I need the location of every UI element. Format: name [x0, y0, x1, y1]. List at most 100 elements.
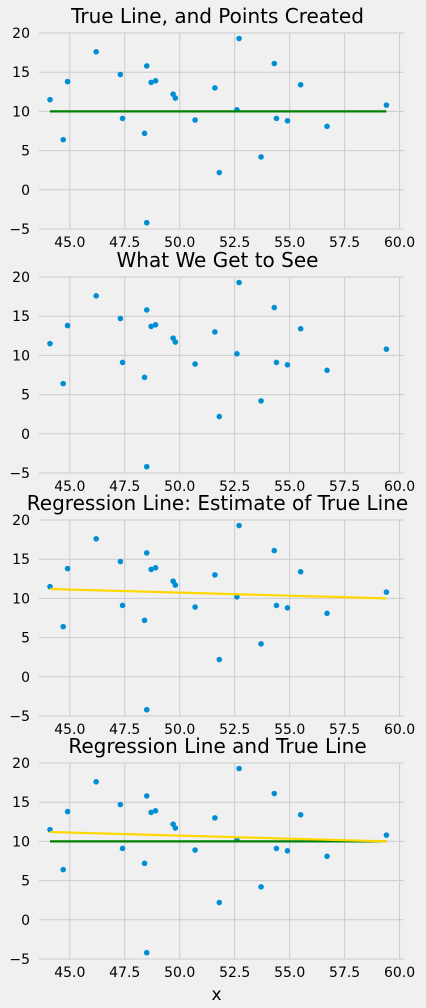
data-point — [47, 97, 53, 103]
y-tick-label: 15 — [12, 65, 30, 81]
data-point — [142, 861, 148, 867]
data-point — [384, 832, 390, 838]
data-point — [153, 322, 159, 328]
y-tick-label: 15 — [12, 552, 30, 568]
data-point — [65, 323, 71, 329]
data-point — [120, 116, 126, 122]
chart-title: Regression Line and True Line — [68, 734, 366, 758]
data-point — [236, 36, 242, 42]
regression-line — [50, 589, 386, 598]
data-point — [144, 220, 150, 226]
x-tick-label: 57.5 — [329, 235, 360, 251]
data-point — [60, 867, 66, 873]
chart-title: What We Get to See — [117, 248, 319, 272]
data-point — [93, 536, 99, 542]
data-point — [271, 548, 277, 554]
data-point — [274, 116, 280, 122]
data-point — [285, 362, 291, 368]
panel-what-we-see: What We Get to See 20 15 10 5 0 −5 45.0 47.5 50.0… — [9, 248, 415, 495]
data-point — [65, 809, 71, 815]
data-point — [271, 305, 277, 311]
data-point — [324, 853, 330, 859]
data-point — [118, 316, 124, 322]
data-point — [271, 61, 277, 67]
data-point — [236, 280, 242, 286]
data-point — [144, 793, 150, 799]
x-axis-label: x — [211, 985, 221, 1005]
panel-regression-and-true: Regression Line and True Line20151050−54… — [9, 734, 415, 1005]
data-point — [142, 618, 148, 624]
data-point — [217, 900, 223, 906]
y-tick-label: −5 — [9, 709, 30, 725]
x-tick-label: 60.0 — [384, 235, 415, 251]
x-tick-label: 52.5 — [219, 965, 250, 981]
y-tick-label: 10 — [12, 104, 30, 120]
data-point — [65, 566, 71, 572]
data-point — [234, 351, 240, 357]
data-point — [212, 815, 218, 821]
data-point — [324, 367, 330, 373]
x-tick-label: 50.0 — [164, 965, 195, 981]
data-point — [153, 78, 159, 84]
y-tick-label: 10 — [12, 834, 30, 850]
x-tick-label: 57.5 — [329, 965, 360, 981]
data-point — [324, 610, 330, 616]
data-point — [144, 464, 150, 470]
data-point — [258, 884, 264, 890]
data-point — [271, 791, 277, 797]
y-tick-label: 5 — [21, 874, 30, 890]
data-point — [65, 79, 71, 85]
y-tick-label: 20 — [12, 270, 30, 286]
data-point — [384, 589, 390, 595]
data-point — [173, 339, 179, 345]
data-point — [93, 779, 99, 785]
y-tick-label: 15 — [12, 795, 30, 811]
data-point — [298, 812, 304, 818]
data-point — [144, 63, 150, 69]
data-point — [120, 603, 126, 609]
y-tick-label: 0 — [21, 183, 30, 199]
data-point — [144, 550, 150, 556]
data-point — [298, 569, 304, 575]
chart-title: True Line, and Points Created — [70, 4, 364, 28]
data-point — [212, 85, 218, 91]
data-point — [212, 329, 218, 335]
data-point — [217, 414, 223, 420]
chart-title: Regression Line: Estimate of True Line — [27, 491, 408, 515]
y-tick-label: 5 — [21, 388, 30, 404]
data-point — [274, 603, 280, 609]
data-point — [118, 559, 124, 565]
data-point — [118, 72, 124, 78]
y-tick-label: 10 — [12, 591, 30, 607]
y-tick-label: 15 — [12, 309, 30, 325]
data-point — [298, 326, 304, 332]
data-point — [274, 360, 280, 366]
data-point — [60, 624, 66, 630]
data-point — [324, 123, 330, 129]
data-point — [173, 95, 179, 101]
data-point — [384, 346, 390, 352]
data-point — [93, 49, 99, 55]
y-tick-label: 0 — [21, 670, 30, 686]
x-tick-label: 45.0 — [54, 235, 85, 251]
y-tick-label: −5 — [9, 466, 30, 482]
data-point — [144, 707, 150, 713]
data-point — [285, 848, 291, 854]
data-point — [274, 846, 280, 852]
y-tick-label: 5 — [21, 144, 30, 160]
data-point — [285, 605, 291, 611]
x-tick-label: 55.0 — [274, 965, 305, 981]
y-tick-label: −5 — [9, 222, 30, 238]
data-point — [60, 381, 66, 387]
y-tick-label: −5 — [9, 952, 30, 968]
x-tick-label: 60.0 — [384, 965, 415, 981]
data-point — [173, 582, 179, 588]
data-point — [120, 846, 126, 852]
x-tick-label: 60.0 — [384, 722, 415, 738]
panel-regression-estimate: Regression Line: Estimate of True Line20… — [9, 491, 415, 738]
y-tick-label: 0 — [21, 427, 30, 443]
data-point — [118, 802, 124, 808]
data-point — [285, 118, 291, 124]
data-point — [93, 293, 99, 299]
